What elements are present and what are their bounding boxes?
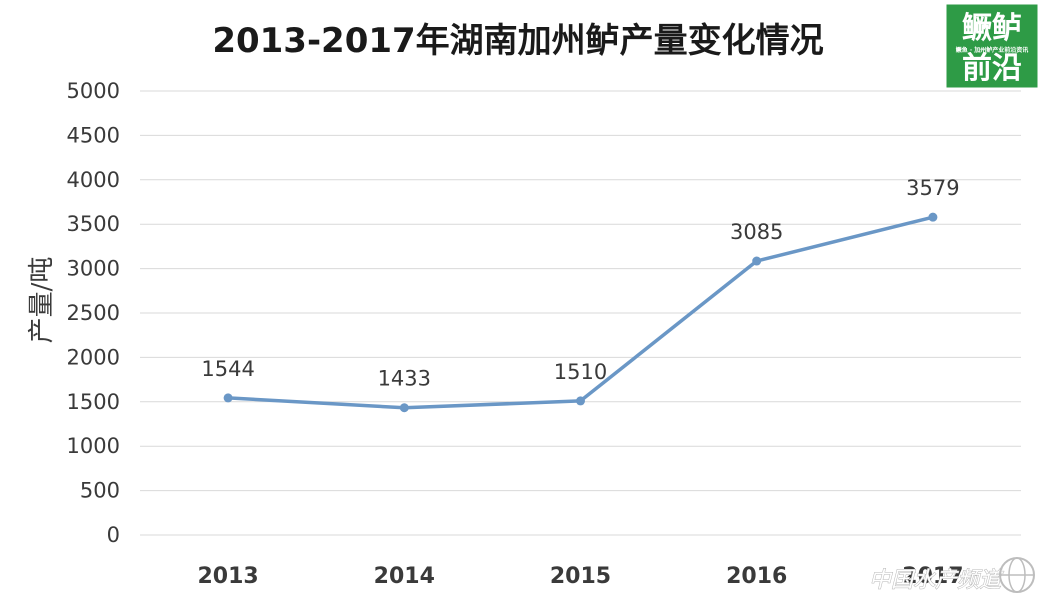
y-tick-label: 3500	[67, 212, 120, 236]
data-label: 1510	[554, 360, 607, 384]
y-tick-label: 1500	[67, 390, 120, 414]
logo-line1: 鳜鲈	[962, 11, 1022, 46]
data-point	[752, 256, 762, 266]
data-label: 3579	[906, 176, 959, 200]
y-tick-label: 2500	[67, 301, 120, 325]
y-tick-label: 5000	[67, 79, 120, 103]
chart-title: 2013-2017年湖南加州鲈产量变化情况	[212, 21, 823, 61]
y-tick-label: 4500	[67, 123, 120, 147]
y-tick-label: 500	[80, 479, 120, 503]
x-axis-ticks: 2013 2014 2015 2016 2017	[197, 564, 963, 589]
y-tick-label: 4000	[67, 168, 120, 192]
logo-background	[943, 1, 1041, 91]
data-point	[399, 403, 409, 413]
data-point	[928, 212, 938, 222]
y-tick-label: 1000	[67, 434, 120, 458]
watermark: 中国水产频道	[868, 557, 1035, 594]
logo-line2: 前沿	[962, 51, 1022, 86]
y-tick-label: 3000	[67, 257, 120, 281]
x-tick-label: 2014	[374, 564, 435, 589]
data-label: 1433	[378, 367, 431, 391]
watermark-text: 中国水产频道	[869, 568, 1004, 593]
data-label: 1544	[201, 357, 254, 381]
y-axis-label: 产量/吨	[27, 257, 57, 344]
y-tick-label: 2000	[67, 345, 120, 369]
globe-icon	[999, 557, 1035, 593]
data-point	[576, 396, 585, 406]
data-point	[223, 393, 233, 403]
y-tick-label: 0	[107, 523, 120, 547]
y-axis-ticks: 0 500 1000 1500 2000 2500 3000 3500 4000 4500 5000	[67, 79, 120, 547]
brand-logo: 鳜鲈 前沿 鳜鱼 · 加州鲈产业前沿资讯	[943, 1, 1041, 91]
x-tick-label: 2017	[902, 564, 963, 589]
series-line-layer	[223, 212, 938, 413]
data-label: 3085	[730, 220, 783, 244]
data-labels: 1544 1433 1510 3085 3579	[201, 176, 959, 391]
gridlines	[140, 90, 1021, 536]
x-tick-label: 2013	[197, 564, 258, 589]
logo-small-text: 鳜鱼 · 加州鲈产业前沿资讯	[956, 46, 1028, 54]
x-tick-label: 2016	[726, 564, 787, 589]
x-tick-label: 2015	[550, 564, 611, 589]
